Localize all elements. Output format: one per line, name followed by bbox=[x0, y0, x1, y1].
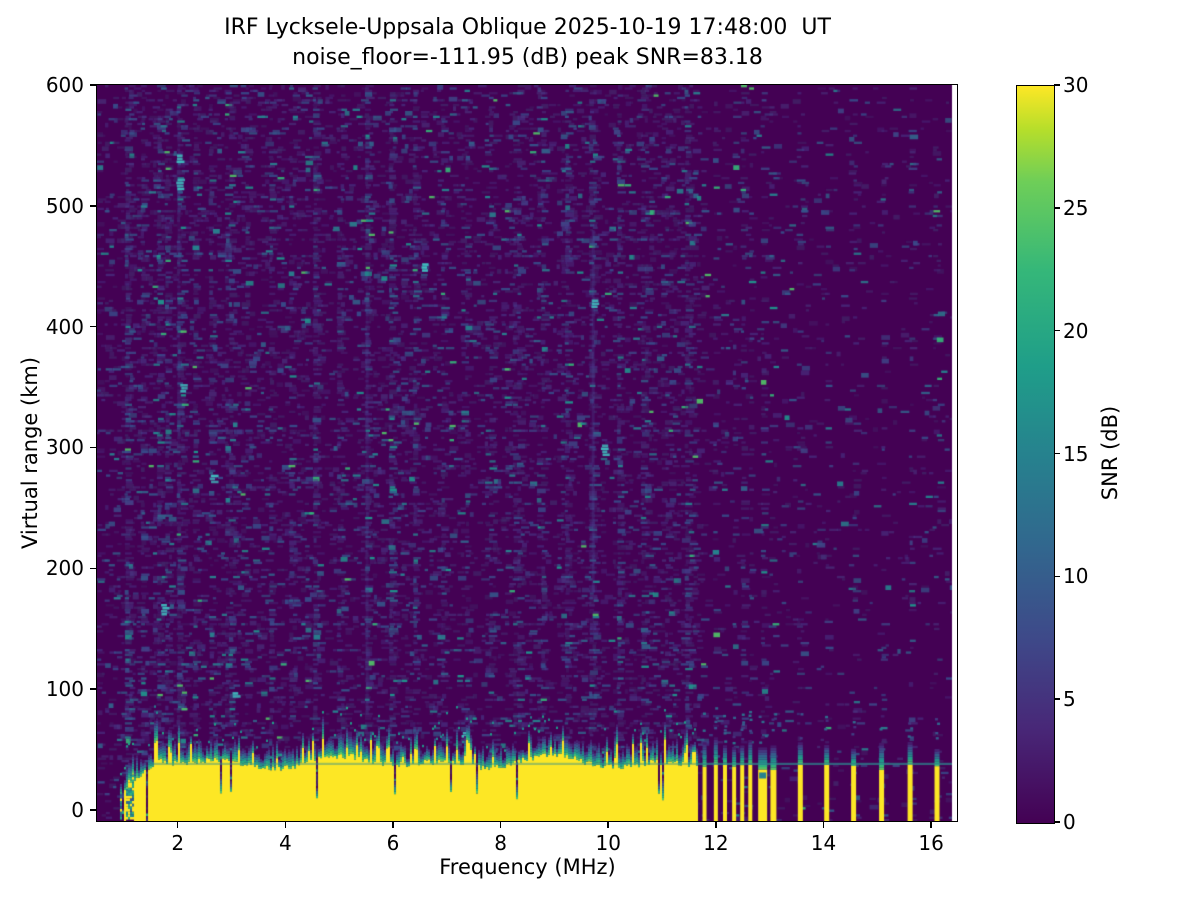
y-tick-mark bbox=[90, 205, 96, 207]
x-axis-label: Frequency (MHz) bbox=[439, 855, 616, 879]
x-tick-mark bbox=[176, 822, 179, 828]
y-axis-label: Virtual range (km) bbox=[18, 356, 42, 550]
x-tick-mark bbox=[930, 822, 932, 828]
colorbar-tick-label: 15 bbox=[1063, 441, 1089, 466]
x-tick-mark bbox=[607, 822, 609, 828]
colorbar-tick-mark bbox=[1054, 821, 1060, 823]
y-tick-label: 400 bbox=[45, 314, 84, 339]
colorbar-tick-label: 10 bbox=[1063, 564, 1089, 589]
colorbar-label: SNR (dB) bbox=[1098, 405, 1122, 501]
x-tick-label: 6 bbox=[386, 831, 400, 855]
y-tick-label: 200 bbox=[45, 556, 84, 581]
y-tick-mark bbox=[90, 84, 96, 86]
y-tick-mark bbox=[90, 567, 96, 570]
y-tick-mark bbox=[90, 688, 96, 690]
colorbar-tick-label: 25 bbox=[1063, 195, 1089, 220]
x-tick-mark bbox=[392, 822, 394, 828]
colorbar-tick-mark bbox=[1054, 575, 1060, 578]
colorbar bbox=[1016, 85, 1055, 824]
y-tick-mark bbox=[90, 325, 96, 328]
y-tick-label: 600 bbox=[45, 73, 84, 97]
x-tick-label: 2 bbox=[171, 831, 185, 855]
x-tick-mark bbox=[284, 822, 287, 828]
colorbar-tick-mark bbox=[1054, 84, 1060, 86]
colorbar-tick-mark bbox=[1054, 698, 1060, 700]
x-tick-label: 8 bbox=[494, 831, 507, 855]
y-tick-mark bbox=[90, 809, 96, 811]
x-tick-label: 14 bbox=[810, 831, 837, 855]
x-tick-label: 16 bbox=[918, 831, 944, 855]
x-tick-mark bbox=[499, 822, 502, 828]
y-tick-label: 100 bbox=[45, 677, 84, 702]
x-tick-mark bbox=[822, 822, 825, 828]
y-tick-label: 500 bbox=[45, 193, 84, 218]
x-tick-label: 12 bbox=[703, 831, 729, 855]
colorbar-tick-label: 20 bbox=[1063, 318, 1089, 343]
y-tick-label: 0 bbox=[71, 797, 84, 822]
y-tick-label: 300 bbox=[45, 435, 84, 460]
colorbar-tick-mark bbox=[1054, 452, 1060, 455]
heatmap-canvas bbox=[97, 85, 958, 822]
x-tick-label: 10 bbox=[595, 831, 621, 855]
colorbar-tick-label: 0 bbox=[1063, 810, 1076, 834]
chart-subtitle: noise_floor=-111.95 (dB) peak SNR=83.18 bbox=[292, 45, 763, 70]
colorbar-tick-mark bbox=[1054, 207, 1060, 209]
y-tick-mark bbox=[90, 446, 96, 449]
colorbar-tick-label: 30 bbox=[1063, 73, 1089, 97]
colorbar-tick-mark bbox=[1054, 329, 1060, 332]
chart-title: IRF Lycksele-Uppsala Oblique 2025-10-19 … bbox=[224, 15, 831, 40]
x-tick-label: 4 bbox=[278, 831, 292, 855]
x-tick-mark bbox=[715, 822, 717, 828]
colorbar-tick-label: 5 bbox=[1063, 687, 1076, 712]
